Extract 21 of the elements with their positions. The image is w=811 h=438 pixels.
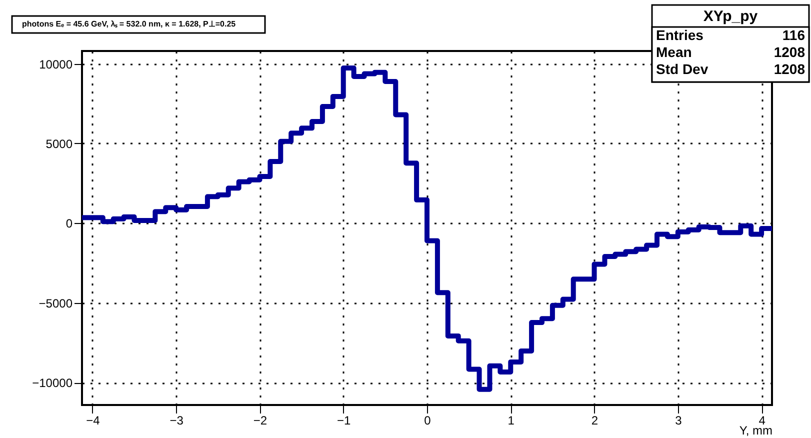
- x-tick-label: −3: [170, 414, 184, 428]
- text: 116: [782, 27, 806, 43]
- x-tick-label: −1: [337, 414, 352, 428]
- text: XYp_py: [703, 8, 758, 25]
- text: 1208: [774, 61, 806, 77]
- text: 1208: [774, 44, 806, 60]
- x-tick-label: 2: [591, 414, 598, 428]
- y-tick-label: −5000: [38, 296, 73, 310]
- y-tick-label: 0: [66, 216, 73, 231]
- annotation: Std Dev: [656, 61, 708, 77]
- x-tick-label: 0: [424, 414, 432, 428]
- x-tick-label: 1: [508, 414, 515, 428]
- chart-title: photons Eₑ = 45.6 GeV, λₛ = 532.0 nm, κ = 1.628, P⊥=0.25: [22, 20, 236, 28]
- annotation: Mean: [656, 44, 692, 60]
- text: Entries: [656, 27, 704, 43]
- y-tick-label: −10000: [32, 376, 73, 390]
- x-tick-label: 3: [675, 414, 682, 428]
- y-tick-label: 10000: [39, 57, 73, 72]
- x-tick-label: −4: [86, 414, 100, 428]
- y-tick-label: 5000: [46, 136, 73, 151]
- x-tick-label: −2: [253, 414, 268, 428]
